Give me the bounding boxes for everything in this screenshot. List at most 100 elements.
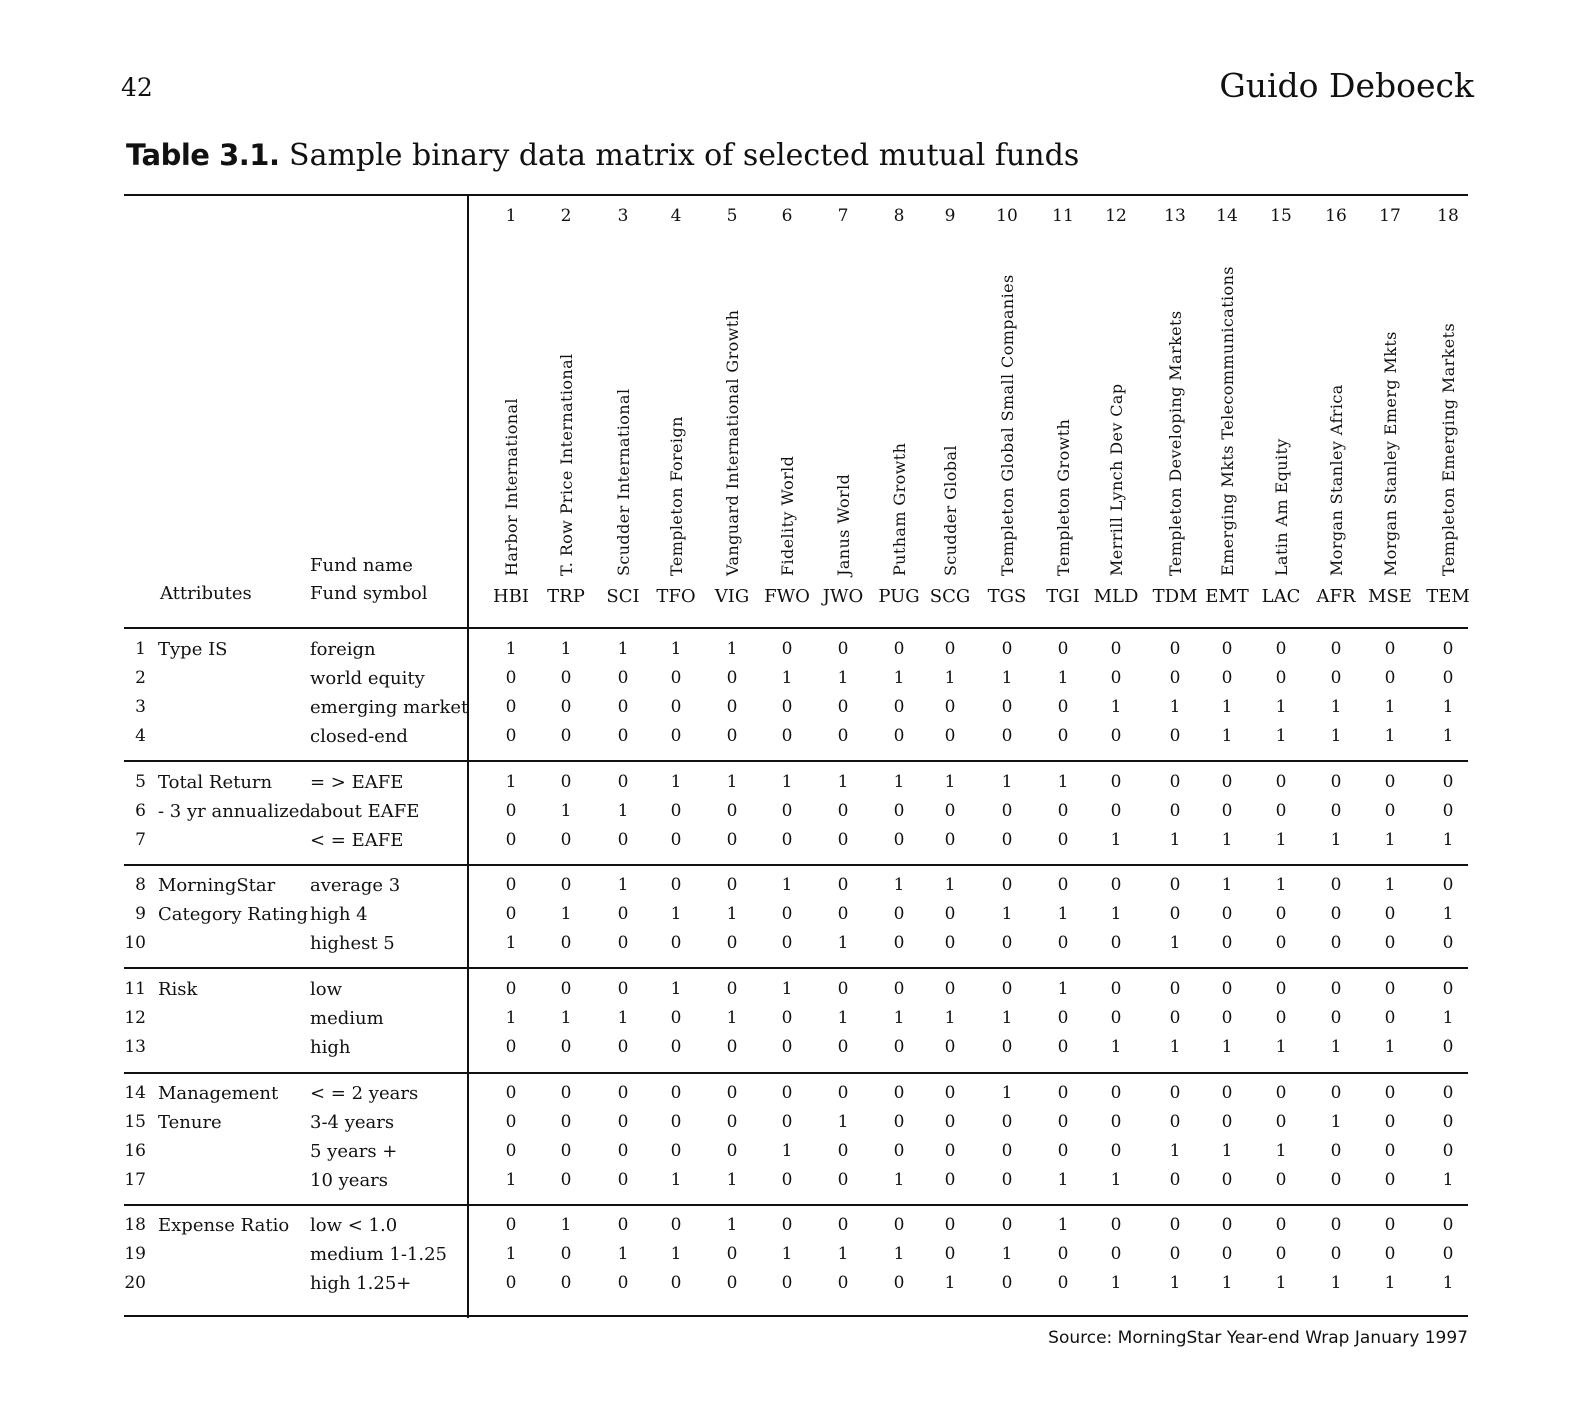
table-cell: 0 <box>505 979 517 999</box>
table-cell: 1 <box>1330 1037 1342 1057</box>
table-cell: 1 <box>1001 1008 1013 1028</box>
table-cell: 0 <box>505 668 517 688</box>
table-cell: 0 <box>617 697 629 717</box>
table-cell: 0 <box>944 801 956 821</box>
table-cell: 0 <box>837 979 849 999</box>
table-cell: 0 <box>893 726 905 746</box>
table-cell: 0 <box>1001 801 1013 821</box>
table-rule <box>124 1204 1468 1206</box>
table-cell: 1 <box>1384 726 1396 746</box>
column-number: 17 <box>1379 206 1401 226</box>
table-cell: 0 <box>1330 668 1342 688</box>
table-cell: 0 <box>617 726 629 746</box>
table-cell: 0 <box>1221 979 1233 999</box>
table-cell: 1 <box>1330 1112 1342 1132</box>
table-cell: 0 <box>1057 726 1069 746</box>
table-cell: 0 <box>1384 933 1396 953</box>
table-cell: 0 <box>893 1083 905 1103</box>
table-cell: 0 <box>617 1215 629 1235</box>
table-cell: 1 <box>617 875 629 895</box>
table-cell: 1 <box>1057 979 1069 999</box>
column-fund-name: Vanguard International Growth <box>722 309 742 576</box>
table-cell: 0 <box>1110 639 1122 659</box>
table-cell: 1 <box>1384 697 1396 717</box>
row-category: < = 2 years <box>310 1083 419 1104</box>
table-cell: 0 <box>1110 726 1122 746</box>
table-cell: 0 <box>1110 668 1122 688</box>
column-number: 5 <box>726 206 738 226</box>
table-rule <box>124 760 1468 762</box>
table-cell: 1 <box>1221 726 1233 746</box>
row-number: 13 <box>124 1037 146 1057</box>
table-cell: 1 <box>505 933 517 953</box>
table-cell: 0 <box>1221 668 1233 688</box>
table-cell: 0 <box>617 933 629 953</box>
table-cell: 0 <box>1442 933 1454 953</box>
table-cell: 0 <box>944 1170 956 1190</box>
table-cell: 0 <box>726 801 738 821</box>
table-cell: 0 <box>781 830 793 850</box>
table-cell: 0 <box>560 697 572 717</box>
table-cell: 0 <box>1001 979 1013 999</box>
table-cell: 1 <box>781 1141 793 1161</box>
row-category: low <box>310 979 343 1000</box>
table-cell: 0 <box>1110 1112 1122 1132</box>
column-fund-name: Scudder Global <box>940 445 960 576</box>
table-cell: 0 <box>726 726 738 746</box>
table-cell: 1 <box>560 801 572 821</box>
table-cell: 1 <box>1001 772 1013 792</box>
table-cell: 1 <box>1442 1008 1454 1028</box>
table-cell: 0 <box>1110 1008 1122 1028</box>
table-cell: 0 <box>1330 1141 1342 1161</box>
table-cell: 0 <box>1001 726 1013 746</box>
table-cell: 1 <box>1275 1273 1287 1293</box>
column-number: 12 <box>1105 206 1127 226</box>
table-cell: 0 <box>837 1215 849 1235</box>
table-cell: 0 <box>670 1273 682 1293</box>
table-cell: 0 <box>1275 1112 1287 1132</box>
table-cell: 0 <box>1384 772 1396 792</box>
table-cell: 0 <box>1442 1141 1454 1161</box>
table-cell: 0 <box>1221 904 1233 924</box>
table-cell: 1 <box>1057 1215 1069 1235</box>
table-cell: 0 <box>670 668 682 688</box>
table-cell: 0 <box>726 875 738 895</box>
table-cell: 0 <box>670 1215 682 1235</box>
table-cell: 0 <box>1384 1008 1396 1028</box>
table-cell: 1 <box>726 904 738 924</box>
row-number: 20 <box>124 1273 146 1293</box>
table-cell: 0 <box>893 1215 905 1235</box>
table-cell: 0 <box>1221 933 1233 953</box>
table-cell: 0 <box>1221 801 1233 821</box>
table-cell: 1 <box>1221 875 1233 895</box>
table-cell: 0 <box>1442 1083 1454 1103</box>
table-cell: 1 <box>781 668 793 688</box>
table-cell: 1 <box>505 1008 517 1028</box>
table-cell: 0 <box>1330 904 1342 924</box>
table-cell: 1 <box>944 1273 956 1293</box>
row-number: 3 <box>135 697 146 717</box>
table-cell: 0 <box>670 697 682 717</box>
table-cell: 0 <box>1442 801 1454 821</box>
table-cell: 1 <box>1330 726 1342 746</box>
table-cell: 0 <box>1384 668 1396 688</box>
table-cell: 0 <box>505 1273 517 1293</box>
table-cell: 0 <box>1275 904 1287 924</box>
column-fund-symbol: TFO <box>656 586 696 607</box>
table-cell: 1 <box>1169 830 1181 850</box>
table-cell: 1 <box>893 668 905 688</box>
table-cell: 0 <box>505 830 517 850</box>
table-cell: 0 <box>505 1083 517 1103</box>
table-cell: 1 <box>893 1244 905 1264</box>
table-cell: 0 <box>781 1037 793 1057</box>
table-cell: 0 <box>944 979 956 999</box>
table-cell: 0 <box>781 697 793 717</box>
table-cell: 1 <box>726 1215 738 1235</box>
table-cell: 1 <box>726 639 738 659</box>
table-cell: 0 <box>505 904 517 924</box>
row-category: world equity <box>310 668 425 689</box>
table-cell: 0 <box>617 1112 629 1132</box>
table-caption: Table 3.1. Sample binary data matrix of … <box>126 138 1079 173</box>
table-cell: 1 <box>726 772 738 792</box>
table-cell: 1 <box>1110 697 1122 717</box>
